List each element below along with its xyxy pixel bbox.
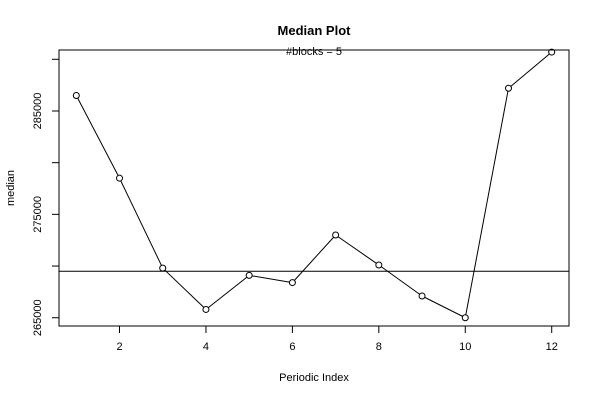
x-axis: 2 4 6 8 10 12: [116, 326, 558, 353]
series-segment: [510, 53, 550, 87]
x-tick-label: 2: [116, 341, 122, 353]
x-axis-label: Periodic Index: [279, 372, 349, 384]
data-point: [418, 292, 426, 300]
series-segment: [77, 97, 119, 176]
data-point: [72, 91, 80, 99]
x-tick-label: 8: [376, 341, 382, 353]
series-segment: [120, 180, 162, 266]
y-tick-label: 265000: [32, 299, 44, 336]
y-tick-label: 275000: [32, 196, 44, 233]
series-segment: [294, 236, 334, 281]
series-layer: [72, 48, 556, 322]
y-axis: 265000 275000 285000: [32, 58, 59, 336]
chart-subtitle: #blocks = 5: [286, 46, 342, 58]
data-point: [245, 271, 253, 279]
series-segment: [337, 236, 377, 264]
series-segment: [424, 296, 463, 317]
x-tick-label: 6: [289, 341, 295, 353]
x-tick-label: 4: [203, 341, 209, 353]
data-point: [116, 174, 124, 182]
x-tick-label: 10: [459, 341, 471, 353]
y-tick-label: 285000: [32, 93, 44, 130]
data-point: [332, 231, 340, 239]
data-point: [504, 84, 512, 92]
chart-title: Median Plot: [278, 23, 352, 38]
series-segment: [252, 275, 290, 283]
series-segment: [465, 91, 509, 315]
plot-frame: [58, 49, 570, 327]
data-point: [548, 48, 556, 56]
data-point: [159, 264, 167, 272]
series-segment: [164, 269, 205, 308]
x-tick-label: 12: [546, 341, 558, 353]
data-point: [375, 261, 383, 269]
data-point: [461, 314, 469, 322]
series-segment: [207, 276, 248, 308]
data-point: [202, 305, 210, 313]
series-segment: [380, 266, 420, 295]
y-axis-label: median: [5, 170, 17, 206]
data-point: [288, 279, 296, 287]
